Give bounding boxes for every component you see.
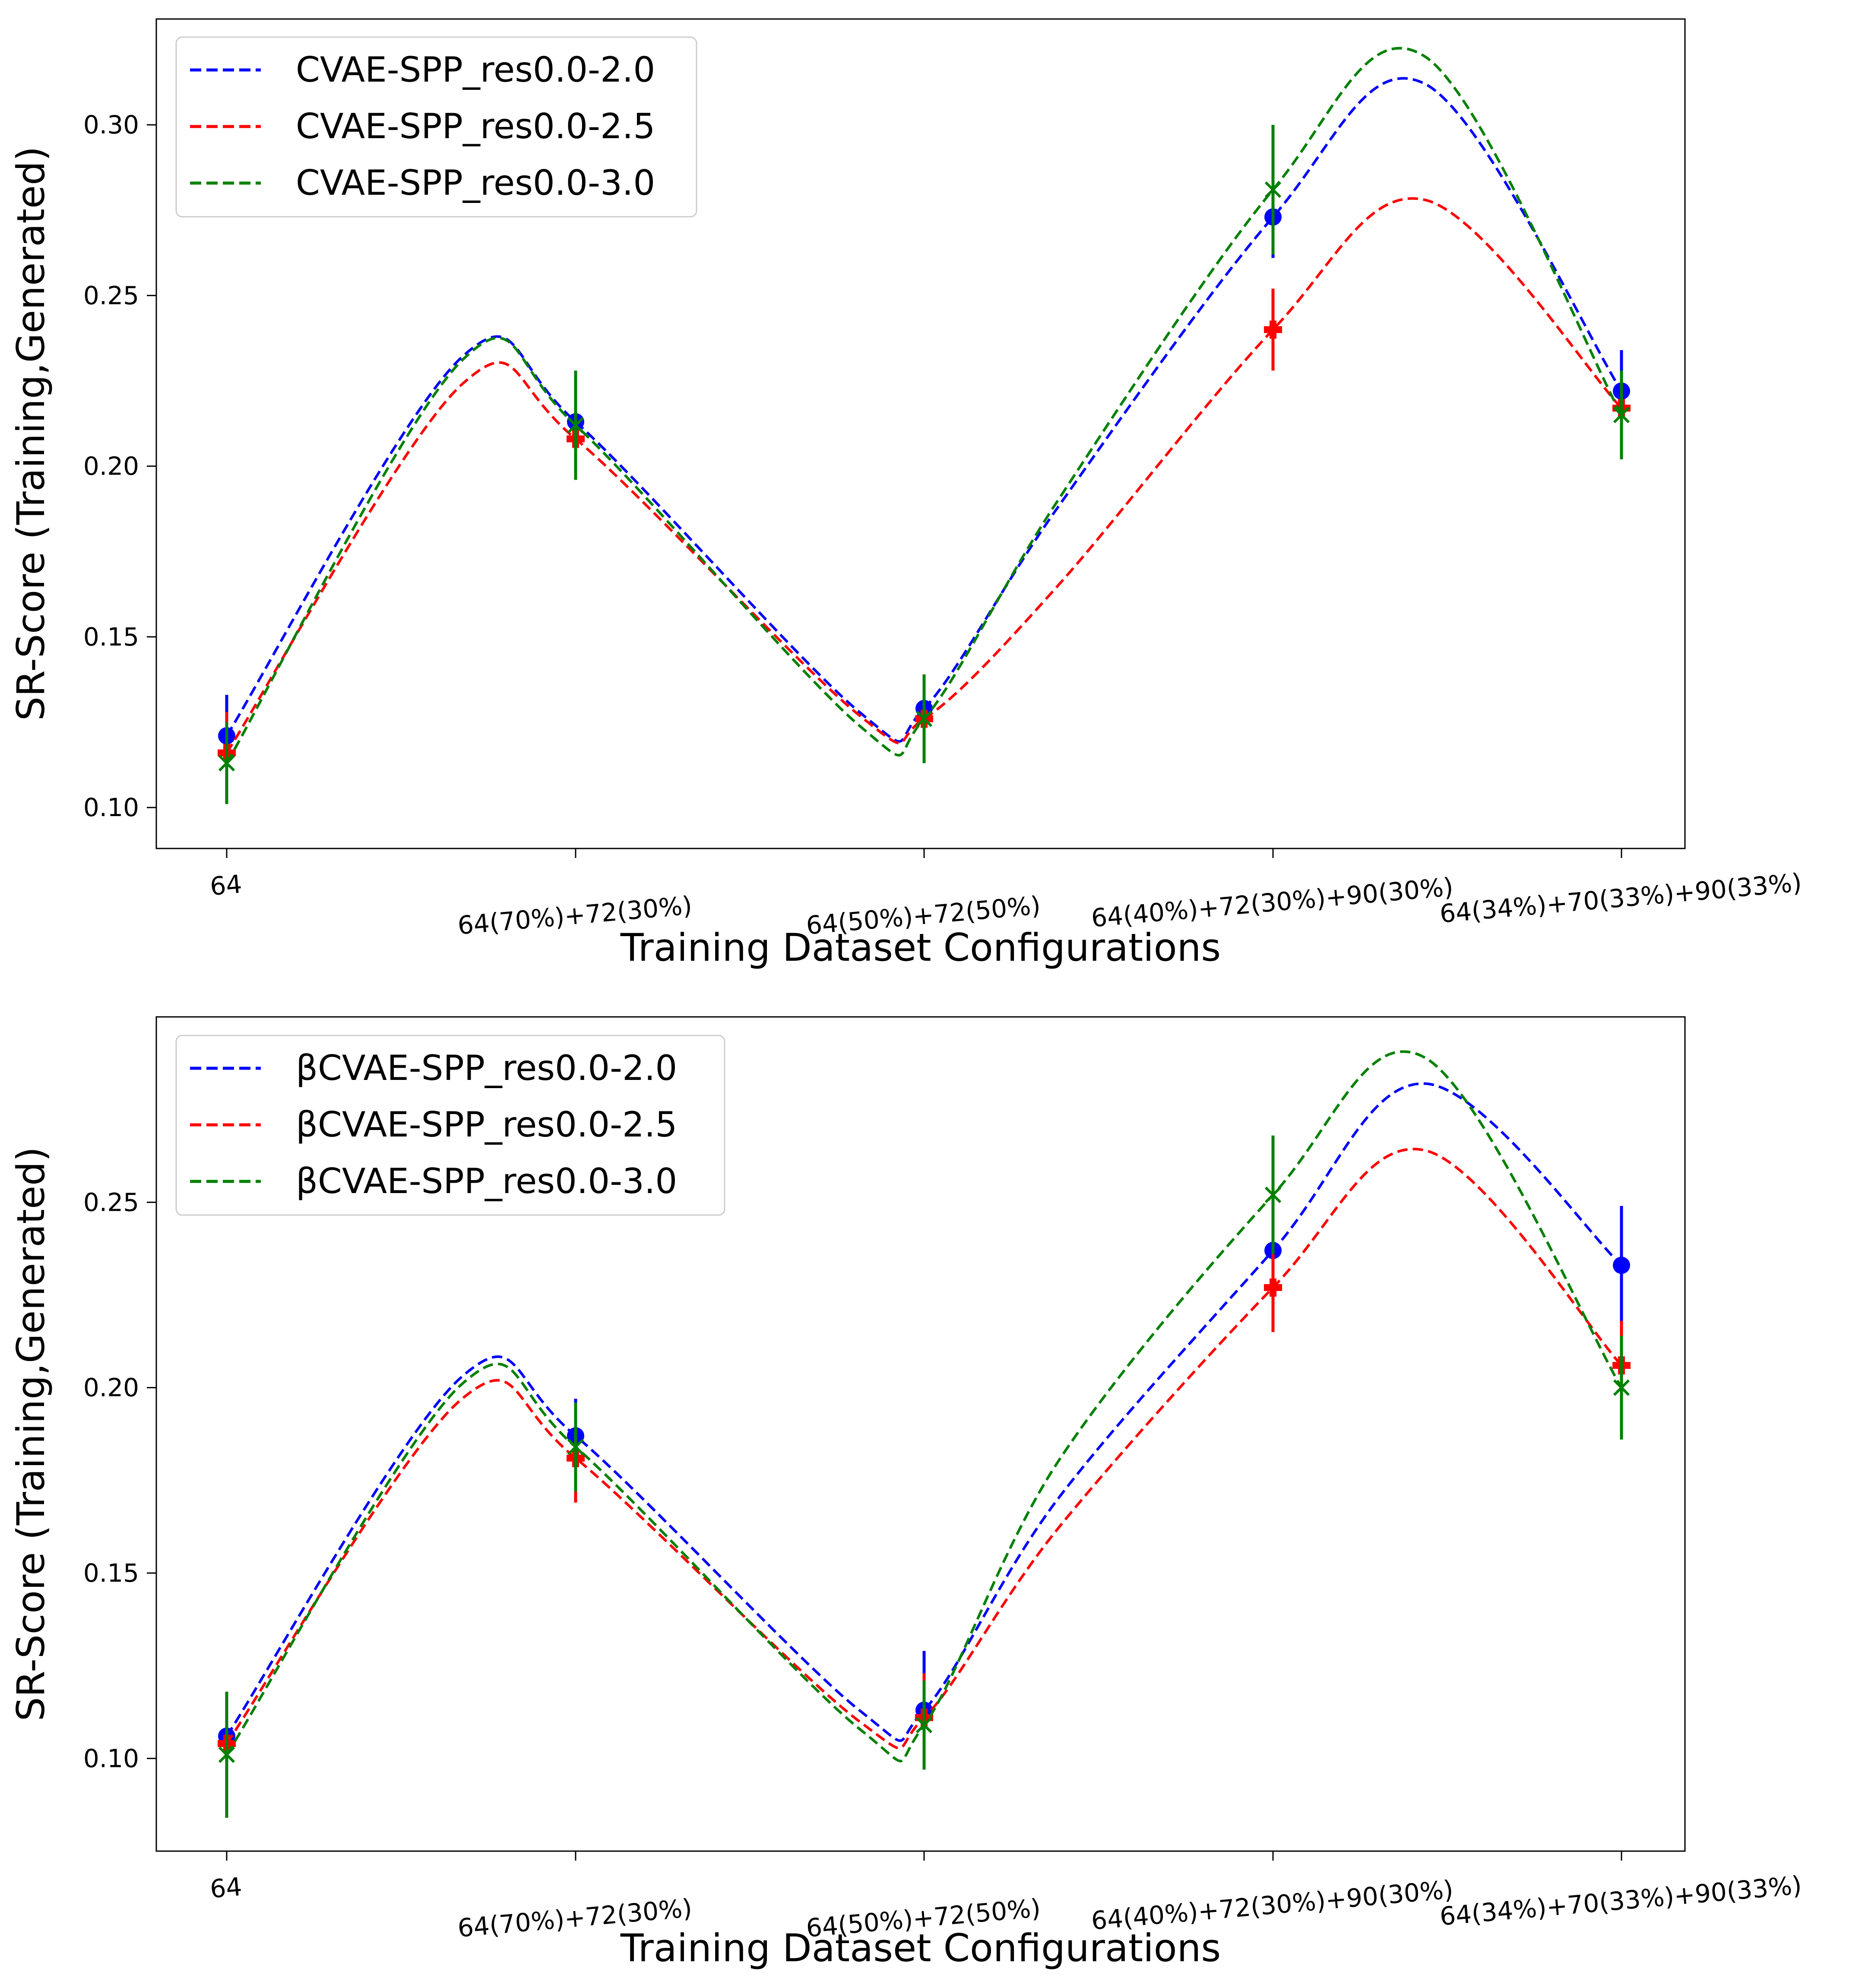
bottom-data-point-green	[1613, 1379, 1630, 1396]
top-y-axis-label: SR-Score (Training,Generated)	[9, 146, 53, 721]
bottom-y-tick-label: 0.20	[83, 1373, 139, 1402]
bottom-data-point-blue	[1613, 1257, 1630, 1274]
bottom-data-point-green	[218, 1746, 235, 1763]
bottom-legend-label-blue: βCVAE-SPP_res0.0-2.0	[296, 1048, 677, 1088]
top-legend-label-blue: CVAE-SPP_res0.0-2.0	[296, 50, 655, 90]
bottom-legend: βCVAE-SPP_res0.0-2.0 βCVAE-SPP_res0.0-2.…	[175, 1035, 725, 1216]
top-data-point-green	[1264, 181, 1282, 198]
top-data-point-red	[1264, 320, 1282, 339]
bottom-legend-label-green: βCVAE-SPP_res0.0-3.0	[296, 1161, 677, 1201]
bottom-data-point-green	[1264, 1187, 1282, 1203]
bottom-x-axis-label: Training Dataset Configurations	[620, 1926, 1221, 1970]
top-y-tick-label: 0.25	[83, 281, 139, 310]
bottom-data-point-red	[1264, 1278, 1282, 1297]
top-x-tick-label: 64	[209, 869, 243, 901]
bottom-y-tick-label: 0.10	[83, 1744, 139, 1773]
bottom-data-point-green	[567, 1438, 584, 1456]
top-data-point-green	[218, 755, 235, 772]
top-y-tick-label: 0.15	[83, 622, 139, 652]
bottom-y-axis-label: SR-Score (Training,Generated)	[9, 1147, 53, 1721]
top-y-tick-label: 0.10	[83, 793, 139, 822]
bottom-data-point-green	[915, 1716, 933, 1734]
top-data-point-green	[1613, 406, 1630, 424]
bottom-series-line-blue	[225, 1082, 1623, 1742]
top-y-axis-ticks: 0.10 0.15 0.20 0.25 0.30	[83, 110, 156, 822]
top-data-point-green	[915, 710, 933, 727]
top-y-tick-label: 0.30	[83, 110, 139, 139]
top-legend-label-green: CVAE-SPP_res0.0-3.0	[296, 163, 655, 203]
bottom-legend-label-red: βCVAE-SPP_res0.0-2.5	[296, 1105, 677, 1145]
bottom-y-tick-label: 0.15	[83, 1558, 139, 1588]
bottom-x-tick-label: 64	[209, 1872, 243, 1904]
top-legend-label-red: CVAE-SPP_res0.0-2.5	[296, 106, 655, 146]
top-data-point-green	[567, 417, 584, 434]
top-plot-frame	[155, 18, 1686, 849]
bottom-plot-frame	[155, 1016, 1686, 1852]
top-y-tick-label: 0.20	[83, 452, 139, 481]
bottom-series-line-green	[225, 1050, 1623, 1763]
top-series-group	[218, 47, 1631, 804]
bottom-y-tick-label: 0.25	[83, 1187, 139, 1217]
bottom-legend-box	[175, 1035, 725, 1216]
bottom-y-axis-ticks: 0.10 0.15 0.20 0.25	[83, 1187, 156, 1773]
top-legend: CVAE-SPP_res0.0-2.0 CVAE-SPP_res0.0-2.5 …	[175, 36, 697, 218]
top-legend-box	[175, 36, 697, 218]
top-x-axis-label: Training Dataset Configurations	[620, 925, 1221, 970]
bottom-series-group	[218, 1050, 1631, 1818]
